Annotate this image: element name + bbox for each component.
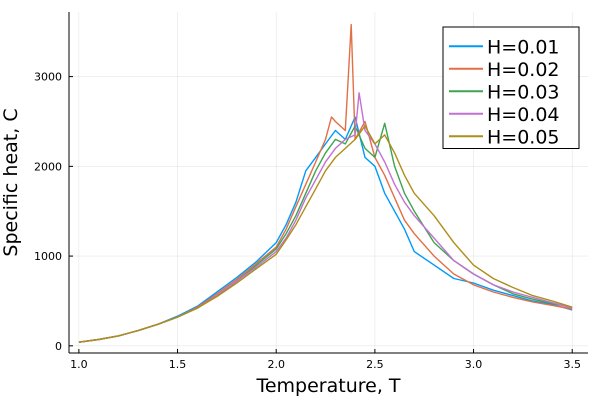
y-tick-label: 0 <box>55 340 62 353</box>
y-axis-label: Specific heat, C <box>0 108 22 256</box>
legend-entry-label: H=0.03 <box>487 81 560 103</box>
y-ticks: 0 1000 2000 3000 <box>34 71 73 353</box>
series-line-3 <box>78 122 573 343</box>
legend: H=0.01H=0.02H=0.03H=0.04H=0.05 <box>442 26 580 149</box>
y-tick-label: 2000 <box>34 160 62 173</box>
series-line-5 <box>78 125 573 343</box>
axes <box>68 12 588 354</box>
x-tick-label: 2.0 <box>267 358 285 371</box>
x-tick-label: 2.5 <box>366 358 384 371</box>
x-tick-label: 1.5 <box>169 358 187 371</box>
x-tick-label: 3.5 <box>563 358 581 371</box>
y-tick-label: 3000 <box>34 71 62 84</box>
legend-entry-label: H=0.05 <box>487 126 560 148</box>
x-tick-label: 1.0 <box>70 358 88 371</box>
legend-entry-label: H=0.02 <box>487 59 560 81</box>
x-axis-label: Temperature, T <box>255 375 400 397</box>
legend-entry-label: H=0.04 <box>487 104 560 126</box>
y-tick-label: 1000 <box>34 250 62 263</box>
legend-entry-label: H=0.01 <box>487 36 560 58</box>
x-tick-label: 3.0 <box>465 358 483 371</box>
series-layer <box>78 23 573 343</box>
series-line-1 <box>78 116 573 343</box>
x-ticks: 1.0 1.5 2.0 2.5 3.0 3.5 <box>70 349 581 371</box>
